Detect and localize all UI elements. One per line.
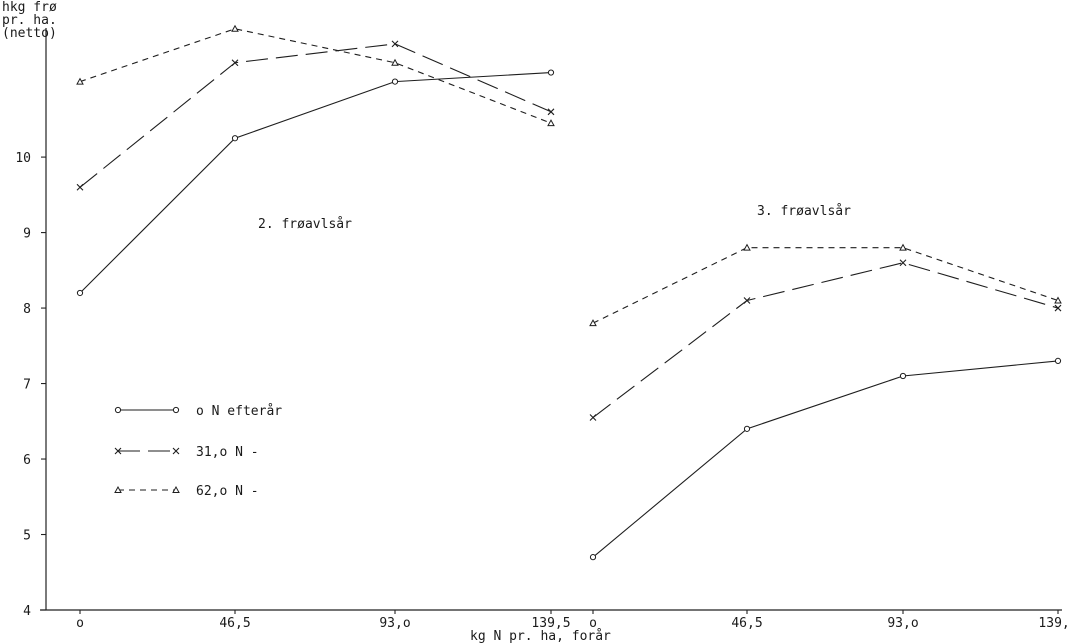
x-axis-ticks: o 46,5 93,o 139,5 o 46,5 93,o 139,5 (76, 610, 1068, 631)
data-point-p1-s3-0 (76, 77, 84, 85)
series-line-p2-s3 (592, 247, 1059, 324)
panel-title-3-froavlsar: 3. frøavlsår (757, 204, 851, 219)
x-tick-label-p2-3: 139,5 (1038, 616, 1068, 631)
data-point-p2-s1-3 (1054, 357, 1062, 365)
x-tick-label-p1-0: o (76, 616, 84, 631)
data-point-p2-s3-2 (899, 243, 907, 251)
data-point-p2-s2-2 (899, 259, 907, 267)
series-line-p1-s2 (79, 43, 552, 188)
legend-marker-start-2 (114, 447, 122, 455)
panel-title-2-froavlsar: 2. frøavlsår (258, 217, 352, 232)
y-tick-label-5: 5 (23, 529, 31, 544)
data-point-p2-s3-3 (1054, 296, 1062, 304)
y-tick-label-8: 8 (23, 302, 31, 317)
data-series (76, 24, 1062, 561)
legend-marker-end-2 (172, 447, 180, 455)
y-axis-title-line-1: hkg frø (2, 0, 57, 15)
series-line-p1-s1 (79, 72, 552, 294)
legend-label-3: 62,o N - (196, 484, 259, 499)
data-point-p2-s1-1 (743, 425, 751, 432)
x-tick-label-p2-1: 46,5 (731, 616, 762, 631)
legend-marker-end-1 (172, 406, 180, 414)
legend-marker-start-1 (114, 406, 122, 414)
data-point-p2-s3-0 (589, 319, 597, 327)
data-point-p1-s3-2 (391, 58, 399, 66)
y-tick-label-7: 7 (23, 378, 31, 393)
data-point-p1-s2-0 (76, 183, 84, 191)
data-point-p2-s2-1 (743, 297, 751, 304)
legend-marker-end-3 (172, 485, 180, 493)
data-point-p1-s1-2 (391, 78, 399, 85)
y-axis-title-line-3: (netto) (2, 26, 57, 41)
data-point-p1-s2-1 (231, 59, 239, 67)
axes (40, 28, 1062, 611)
legend: o N efterår 31,o N - 62,o N - (114, 404, 282, 499)
data-point-p1-s2-3 (547, 108, 555, 116)
y-tick-label-4: 4 (23, 604, 31, 619)
x-tick-label-p2-0: o (589, 616, 597, 631)
data-point-p2-s1-2 (899, 372, 907, 380)
legend-label-2: 31,o N - (196, 445, 259, 460)
data-point-p1-s3-3 (547, 119, 555, 127)
data-point-p2-s2-0 (589, 414, 597, 421)
y-tick-label-9: 9 (23, 227, 31, 242)
x-tick-label-p1-3: 139,5 (531, 616, 570, 631)
x-tick-label-p2-2: 93,o (887, 616, 918, 631)
data-point-p1-s1-3 (547, 69, 555, 76)
data-point-p1-s2-2 (391, 40, 399, 48)
data-point-p1-s3-1 (231, 24, 239, 32)
data-point-p1-s1-1 (231, 135, 239, 142)
data-point-p2-s3-1 (743, 243, 751, 251)
y-axis-ticks: 4 5 6 7 8 9 10 (15, 151, 46, 619)
y-tick-label-6: 6 (23, 453, 31, 468)
legend-marker-start-3 (114, 485, 122, 493)
data-point-p2-s2-3 (1054, 304, 1062, 312)
data-point-p2-s1-0 (589, 554, 597, 561)
y-axis-title-line-2: pr. ha. (2, 13, 57, 28)
series-line-p1-s3 (79, 28, 552, 124)
series-line-p2-s2 (592, 262, 1059, 418)
x-tick-label-p1-2: 93,o (379, 616, 410, 631)
y-axis-title: hkg frø pr. ha. (netto) (2, 0, 57, 41)
legend-label-1: o N efterår (196, 404, 282, 419)
series-line-p2-s1 (592, 360, 1059, 558)
x-tick-label-p1-1: 46,5 (219, 616, 250, 631)
x-axis-title: kg N pr. ha, forår (470, 629, 611, 643)
y-tick-label-10: 10 (15, 151, 31, 166)
data-point-p1-s1-0 (76, 289, 84, 297)
